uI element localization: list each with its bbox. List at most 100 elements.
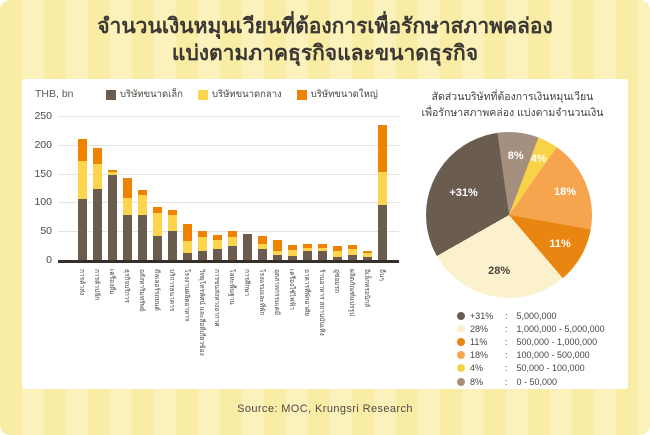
pie-chart-title: สัดส่วนบริษัทที่ต้องการเงินหมุนเวียน เพื…: [405, 90, 620, 122]
bar-segment: [347, 245, 357, 250]
bar-segment: [77, 160, 87, 200]
pie-legend-range: 50,000 - 100,000: [516, 363, 585, 374]
bar-segment: [362, 253, 372, 258]
pie-legend-colon: :: [505, 350, 508, 361]
legend-item: บริษัทขนาดใหญ่: [296, 87, 378, 102]
pie-legend-dot: [457, 311, 465, 320]
bar-segment: [227, 246, 237, 260]
bar-segment: [362, 250, 372, 254]
pie-legend-percent: 11%: [470, 336, 488, 347]
bar-segment: [272, 251, 282, 255]
x-axis-label: ดีลเลอร์รถยนต์: [152, 269, 160, 311]
bar-segment: [257, 235, 267, 244]
pie-slice-label: 4%: [530, 153, 547, 166]
x-axis-label: การศึกษา: [242, 269, 250, 297]
y-tick-label: 250: [34, 110, 52, 122]
bar-2: [107, 170, 117, 260]
x-axis-label: การค้าปลีก: [92, 269, 100, 301]
bar-segment: [197, 236, 207, 251]
bar-segment: [167, 231, 177, 260]
page-title-line1: จำนวนเงินหมุนเวียนที่ต้องการเพื่อรักษาสภ…: [97, 15, 553, 38]
bar-segment: [77, 139, 87, 161]
bar-12: [257, 235, 267, 260]
bar-segment: [107, 170, 117, 173]
bar-segment: [302, 243, 312, 248]
pie-legend-range: 100,000 - 500,000: [516, 350, 590, 361]
gridline-250: [58, 116, 399, 117]
bar-segment: [257, 243, 267, 250]
bar-segment: [182, 253, 192, 260]
x-axis-label: อิเล็กทรอนิกส์: [362, 269, 370, 308]
bar-chart-panel: THB, bn บริษัทขนาดเล็ก บริษัทขนาดกลาง บริษ…: [22, 79, 422, 389]
x-axis-label: อื่นๆ: [377, 269, 385, 281]
bar-segment: [317, 251, 327, 260]
bar-segment: [377, 172, 387, 206]
pie-legend-dot: [457, 364, 465, 373]
x-axis-label: ร้านอาหาร สถานบันเทิง: [317, 269, 325, 336]
bar-14: [287, 245, 297, 260]
bar-segment: [362, 257, 372, 260]
x-axis-label: อาคารที่พักอาศัย: [302, 269, 310, 317]
x-axis-label: การขนส่งทางอากาศ: [212, 269, 220, 327]
legend-item: บริษัทขนาดกลาง: [197, 87, 282, 102]
pie-legend-range: 0 - 50,000: [516, 376, 558, 387]
bar-segment: [167, 210, 177, 216]
pie-title-line2: เพื่อรักษาสภาพคล่อง แบ่งตามจำนวนเงิน: [421, 106, 604, 119]
pie-legend-colon: :: [505, 376, 508, 387]
bar-segment: [227, 236, 237, 247]
bar-segment: [107, 172, 117, 175]
bar-19: [362, 250, 372, 260]
pie-slice-label: 8%: [507, 149, 524, 162]
bar-segment: [152, 236, 162, 260]
pie-legend-dot: [457, 337, 465, 346]
bar-7: [182, 224, 192, 260]
y-tick-label: 50: [40, 225, 52, 238]
bar-segment: [77, 199, 87, 260]
bar-18: [347, 245, 357, 260]
bar-segment: [257, 249, 267, 260]
pie-title-line1: สัดส่วนบริษัทที่ต้องการเงินหมุนเวียน: [431, 91, 594, 103]
pie-legend-percent: 8%: [470, 376, 484, 387]
pie-legend: +31%:5,000,000 28%:1,000,000 - 5,000,000 1…: [457, 309, 605, 388]
bar-segment: [182, 240, 192, 254]
bar-9: [212, 235, 222, 260]
bar-segment: [167, 215, 177, 232]
bar-3: [122, 178, 132, 260]
legend-label: บริษัทขนาดกลาง: [211, 89, 282, 100]
pie-legend-percent: +31%: [470, 310, 494, 321]
pie-legend-row: +31%:5,000,000: [457, 309, 605, 322]
pie-slice-label: 11%: [549, 238, 571, 251]
pie-chart-panel: สัดส่วนบริษัทที่ต้องการเงินหมุนเวียน เพื…: [397, 79, 628, 389]
bar-5: [152, 207, 162, 260]
pie: 8% 4% 18% 11% 28% +31%: [426, 132, 592, 298]
pie-slice-label: 18%: [554, 185, 577, 198]
pie-slice-label: 28%: [488, 264, 511, 277]
pie-legend-row: 11%:500,000 - 1,000,000: [457, 335, 605, 348]
x-axis-label: โรงแรมและที่พัก: [257, 269, 265, 316]
bar-segment: [242, 234, 252, 260]
pie-legend-range: 1,000,000 - 5,000,000: [516, 323, 605, 334]
pie-legend-dot: [457, 351, 465, 360]
bar-segment: [332, 251, 342, 257]
bar-segment: [287, 245, 297, 250]
bar-segment: [287, 249, 297, 256]
bar-chart-plot: 0 50 100 150 200 250 การค้าส่ง การค้าปลีก เครื่อ…: [22, 79, 422, 389]
bar-segment: [212, 249, 222, 260]
bar-segment: [212, 235, 222, 241]
page-title: จำนวนเงินหมุนเวียนที่ต้องการเพื่อรักษาสภ…: [0, 13, 650, 68]
y-tick-label: 150: [34, 167, 52, 180]
x-axis-label: บริการธนาคาร: [167, 269, 175, 312]
bar-segment: [347, 254, 357, 260]
page-title-line2: แบ่งตามภาคธุรกิจและขนาดธุรกิจ: [171, 42, 479, 66]
bar-15: [302, 243, 312, 260]
pie-legend-colon: :: [505, 336, 508, 347]
pie-legend-percent: 28%: [470, 323, 489, 334]
legend-swatch: [197, 89, 208, 100]
bar-segment: [302, 247, 312, 252]
x-axis-label: วิทยุโทรทัศน์ และสื่อที่เกี่ยวข้อง: [197, 269, 205, 356]
x-axis-label: เครื่องดื่ม: [107, 269, 115, 295]
bar-segment: [317, 243, 327, 248]
bar-segment: [287, 255, 297, 260]
source-note: Source: MOC, Krungsri Research: [237, 403, 413, 415]
bar-segment: [317, 247, 327, 252]
